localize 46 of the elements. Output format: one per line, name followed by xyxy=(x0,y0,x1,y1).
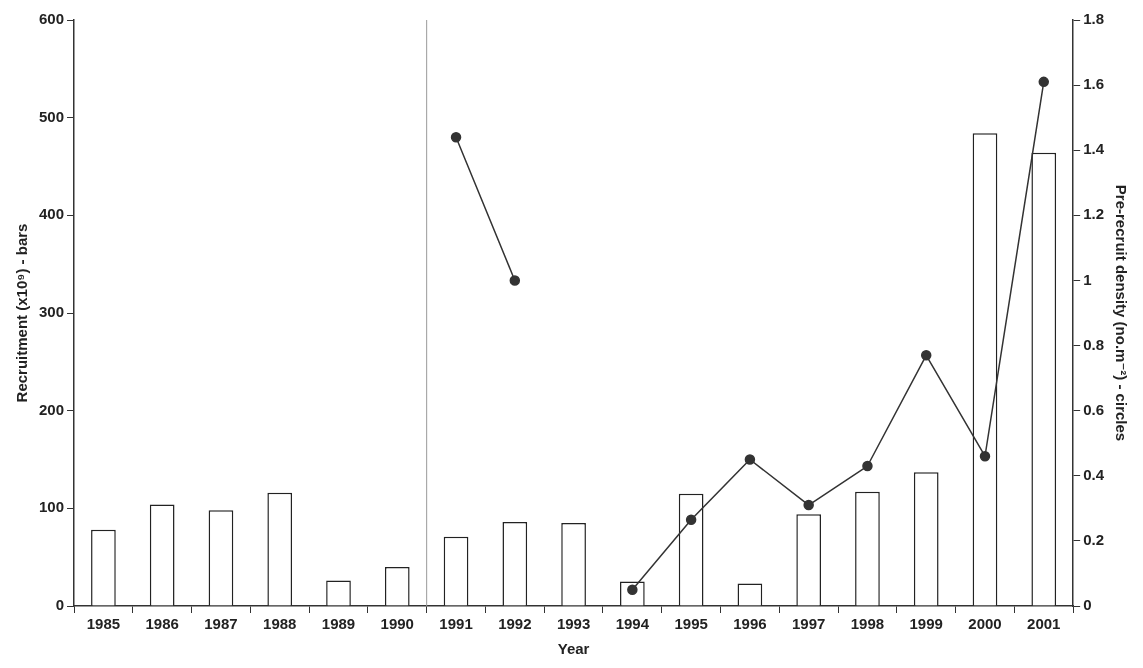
y2-tick-label: 1.8 xyxy=(1083,10,1105,28)
y2-tick-label: 0.4 xyxy=(1083,465,1105,483)
x-tick-label: 1986 xyxy=(145,615,179,633)
point xyxy=(862,460,873,472)
point xyxy=(450,131,462,143)
x-tick-label: 2000 xyxy=(968,615,1002,633)
y2-tick-label: 0 xyxy=(1083,596,1092,614)
x-tick-label: 1998 xyxy=(850,615,885,633)
y-tick-label: 500 xyxy=(39,107,65,125)
y-tick-label: 200 xyxy=(39,400,65,418)
y-tick-label: 0 xyxy=(55,596,65,614)
x-tick-label: 1990 xyxy=(380,615,414,633)
x-tick-label: 1996 xyxy=(733,615,767,633)
y-axis-title: Recruitment (x10⁹) - bars xyxy=(13,223,31,403)
x-tick-label: 1989 xyxy=(321,615,356,633)
x-tick-label: 1992 xyxy=(498,615,532,633)
y-tick-label: 100 xyxy=(39,498,65,516)
x-axis-title: Year xyxy=(557,640,590,658)
y2-tick-label: 0.2 xyxy=(1083,531,1105,549)
point xyxy=(685,514,697,525)
y2-tick-label: 1.2 xyxy=(1083,205,1105,223)
y-tick-label: 300 xyxy=(39,303,65,321)
point xyxy=(803,499,814,511)
point xyxy=(979,450,991,462)
x-tick-label: 1994 xyxy=(615,615,650,633)
point xyxy=(920,350,932,361)
point xyxy=(509,275,521,286)
y-tick-label: 600 xyxy=(39,10,65,28)
y2-axis-title: Pre-recruit density (no.m⁻²) - circles xyxy=(1112,184,1130,442)
y2-tick-label: 0.8 xyxy=(1083,335,1105,353)
x-tick-label: 1988 xyxy=(263,615,297,633)
y-tick-label: 400 xyxy=(39,205,65,223)
y2-tick-label: 1.6 xyxy=(1083,75,1105,93)
x-tick-label: 1999 xyxy=(909,615,943,633)
point xyxy=(744,454,756,465)
x-tick-label: 1997 xyxy=(791,615,826,633)
x-tick-label: 1985 xyxy=(86,615,121,633)
point xyxy=(1038,76,1050,88)
x-tick-label: 1987 xyxy=(204,615,238,633)
x-tick-label: 2001 xyxy=(1027,615,1061,633)
y2-tick-label: 1.4 xyxy=(1083,140,1105,158)
x-tick-label: 1995 xyxy=(674,615,708,633)
y2-tick-label: 1 xyxy=(1083,270,1092,288)
y2-tick-label: 0.6 xyxy=(1083,400,1105,418)
x-tick-label: 1991 xyxy=(439,615,473,633)
x-tick-label: 1993 xyxy=(556,615,591,633)
